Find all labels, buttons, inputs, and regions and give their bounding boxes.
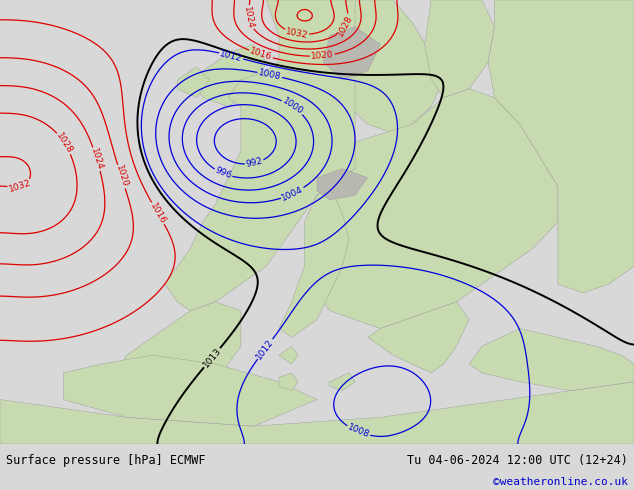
Polygon shape xyxy=(63,355,317,426)
Polygon shape xyxy=(406,338,444,364)
Polygon shape xyxy=(190,45,266,106)
Text: 1028: 1028 xyxy=(336,13,355,38)
Polygon shape xyxy=(279,187,349,338)
Polygon shape xyxy=(425,0,495,98)
Text: 1004: 1004 xyxy=(280,185,305,202)
Text: 1016: 1016 xyxy=(249,47,273,62)
Polygon shape xyxy=(114,302,241,399)
Polygon shape xyxy=(178,67,209,98)
Text: 996: 996 xyxy=(214,166,233,181)
Text: 1000: 1000 xyxy=(281,97,305,117)
Text: 1008: 1008 xyxy=(346,423,371,440)
Text: 1012: 1012 xyxy=(255,337,276,361)
Polygon shape xyxy=(469,328,634,391)
Text: 1008: 1008 xyxy=(257,68,282,81)
Text: 1024: 1024 xyxy=(242,5,256,29)
Polygon shape xyxy=(330,373,355,391)
Polygon shape xyxy=(279,346,298,364)
Text: Surface pressure [hPa] ECMWF: Surface pressure [hPa] ECMWF xyxy=(6,454,206,466)
Text: 1016: 1016 xyxy=(148,201,167,225)
Polygon shape xyxy=(323,26,380,80)
Polygon shape xyxy=(0,382,634,444)
Text: 1032: 1032 xyxy=(8,178,32,194)
Polygon shape xyxy=(317,89,558,328)
Polygon shape xyxy=(488,0,634,293)
Text: 1020: 1020 xyxy=(311,50,334,61)
Text: 1012: 1012 xyxy=(219,49,243,63)
Polygon shape xyxy=(317,169,368,200)
Text: 1020: 1020 xyxy=(113,164,129,189)
Polygon shape xyxy=(279,373,298,391)
Text: 1032: 1032 xyxy=(285,27,309,40)
Text: 1013: 1013 xyxy=(201,346,223,369)
Polygon shape xyxy=(342,142,361,169)
Text: 1028: 1028 xyxy=(55,131,74,155)
Polygon shape xyxy=(368,302,469,373)
Text: ©weatheronline.co.uk: ©weatheronline.co.uk xyxy=(493,477,628,487)
Text: 1024: 1024 xyxy=(89,147,105,172)
Polygon shape xyxy=(317,0,444,133)
Text: Tu 04-06-2024 12:00 UTC (12+24): Tu 04-06-2024 12:00 UTC (12+24) xyxy=(407,454,628,466)
Polygon shape xyxy=(165,0,361,311)
Text: 992: 992 xyxy=(245,157,264,170)
